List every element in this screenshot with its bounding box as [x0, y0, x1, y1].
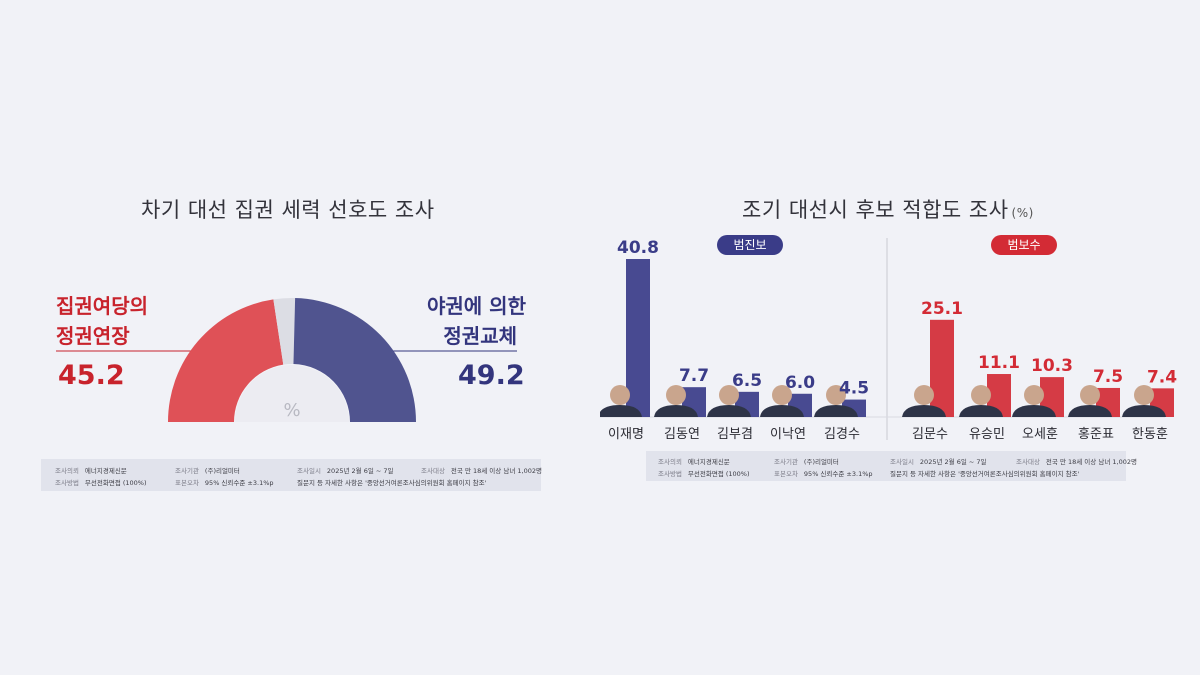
bar-value-label-10: 7.4	[1147, 367, 1177, 387]
agency-key: 조사기관	[175, 467, 199, 475]
candidate-portrait-body-7	[959, 405, 1003, 417]
progressive-group-badge: 범진보	[717, 235, 783, 255]
incumbent-extension-value: 45.2	[58, 360, 125, 391]
client-key: 조사의뢰	[658, 458, 682, 466]
candidate-name-5: 김경수	[824, 427, 860, 442]
error-key: 표본오차	[774, 470, 798, 478]
candidate-portrait-body-3	[707, 405, 751, 417]
candidate-portrait-head-8	[1024, 385, 1044, 405]
error-value: 95% 신뢰수준 ±3.1%p	[803, 470, 873, 478]
conservative-group-badge: 범보수	[991, 235, 1057, 255]
right-chart-title: 조기 대선시 후보 적합도 조사 (%)	[742, 194, 1034, 224]
regime-change-arc	[293, 298, 416, 422]
candidate-name-3: 김부겸	[717, 427, 753, 442]
agency-value: (주)리얼미터	[803, 458, 839, 466]
right-chart-title-text: 조기 대선시 후보 적합도 조사	[742, 198, 1009, 222]
candidate-portrait-head-1	[610, 385, 630, 405]
donut-inner-hole	[235, 365, 349, 422]
candidate-name-8: 오세훈	[1022, 427, 1058, 442]
candidate-portrait-head-9	[1080, 385, 1100, 405]
incumbent-extension-arc	[168, 299, 284, 422]
method-value: 무선전화면접 (100%)	[687, 470, 750, 478]
date-value: 2025년 2월 6일 ~ 7일	[326, 467, 394, 475]
candidate-portrait-head-10	[1134, 385, 1154, 405]
target-value: 전국 만 18세 이상 남녀 1,002명	[450, 467, 542, 475]
candidate-portrait-body-6	[902, 405, 946, 417]
candidate-name-9: 홍준표	[1078, 427, 1114, 442]
client-key: 조사의뢰	[55, 467, 79, 475]
candidate-portrait-head-7	[971, 385, 991, 405]
agency-value: (주)리얼미터	[204, 467, 240, 475]
candidate-name-4: 이낙연	[770, 427, 806, 442]
bar-1	[626, 259, 650, 417]
bar-value-label-8: 10.3	[1031, 356, 1073, 376]
error-value: 95% 신뢰수준 ±3.1%p	[204, 479, 274, 487]
candidate-portrait-body-2	[654, 405, 698, 417]
bar-value-label-1: 40.8	[617, 238, 659, 258]
regime-change-label-line2: 정권교체	[443, 324, 517, 348]
incumbent-label-line2: 정권연장	[56, 324, 130, 348]
target-key: 조사대상	[1016, 458, 1040, 466]
left-survey-info: 조사의뢰 에너지경제신문 조사방법 무선전화면접 (100%) 조사기관 (주)리얼미…	[41, 459, 542, 491]
incumbent-label-line1: 집권여당의	[56, 294, 148, 318]
candidate-portrait-body-9	[1068, 405, 1112, 417]
regime-change-value: 49.2	[458, 360, 525, 391]
candidate-bar-chart: 40.8 이재명 7.7 김동연 6.5 김부겸 6.0 이낙연 4.5 김경수 25.1 김문수 11…	[600, 238, 1177, 442]
date-value: 2025년 2월 6일 ~ 7일	[919, 458, 987, 466]
candidate-portrait-body-5	[814, 405, 858, 417]
semicircle-donut-chart: %	[56, 298, 517, 422]
method-key: 조사방법	[55, 479, 79, 487]
left-chart-title: 차기 대선 집권 세력 선호도 조사	[141, 198, 435, 222]
candidate-portrait-body-10	[1122, 405, 1166, 417]
candidate-portrait-head-6	[914, 385, 934, 405]
note-text: 질문지 등 자세한 사항은 '중앙선거여론조사심의위원회 홈페이지 참조'	[890, 470, 1080, 478]
bar-value-label-6: 25.1	[921, 299, 963, 319]
candidate-name-7: 유승민	[969, 427, 1005, 442]
bar-value-label-7: 11.1	[978, 353, 1020, 373]
candidate-name-1: 이재명	[608, 427, 644, 442]
error-key: 표본오차	[175, 479, 199, 487]
bar-value-label-4: 6.0	[785, 373, 815, 393]
other-remainder-arc	[273, 298, 296, 365]
candidate-portrait-head-5	[826, 385, 846, 405]
client-value: 에너지경제신문	[84, 467, 127, 475]
regime-change-label: 야권에 의한 정권교체	[427, 291, 526, 351]
candidate-name-10: 한동훈	[1132, 427, 1168, 442]
bar-value-label-3: 6.5	[732, 371, 762, 391]
method-key: 조사방법	[658, 470, 682, 478]
candidate-portrait-head-4	[772, 385, 792, 405]
bar-value-label-9: 7.5	[1093, 367, 1123, 387]
candidate-name-2: 김동연	[664, 427, 700, 442]
candidate-portrait-body-1	[600, 405, 642, 417]
bar-value-label-2: 7.7	[679, 366, 709, 386]
client-value: 에너지경제신문	[687, 458, 730, 466]
note-text: 질문지 등 자세한 사항은 '중앙선거여론조사심의위원회 홈페이지 참조'	[297, 479, 487, 487]
candidate-name-6: 김문수	[912, 427, 948, 442]
bar-6	[930, 319, 954, 417]
incumbent-extension-label: 집권여당의 정권연장	[56, 291, 148, 351]
regime-change-label-line1: 야권에 의한	[427, 294, 526, 318]
candidate-portrait-head-2	[666, 385, 686, 405]
right-survey-info: 조사의뢰 에너지경제신문 조사방법 무선전화면접 (100%) 조사기관 (주)리얼미…	[646, 451, 1137, 481]
target-value: 전국 만 18세 이상 남녀 1,002명	[1045, 458, 1137, 466]
target-key: 조사대상	[421, 467, 445, 475]
agency-key: 조사기관	[774, 458, 798, 466]
candidate-portrait-body-4	[760, 405, 804, 417]
candidate-portrait-body-8	[1012, 405, 1056, 417]
unit-label: (%)	[1011, 206, 1034, 220]
date-key: 조사일시	[890, 458, 914, 466]
donut-center-label: %	[283, 400, 300, 421]
date-key: 조사일시	[297, 467, 321, 475]
bar-value-label-5: 4.5	[839, 379, 869, 399]
method-value: 무선전화면접 (100%)	[84, 479, 147, 487]
candidate-portrait-head-3	[719, 385, 739, 405]
